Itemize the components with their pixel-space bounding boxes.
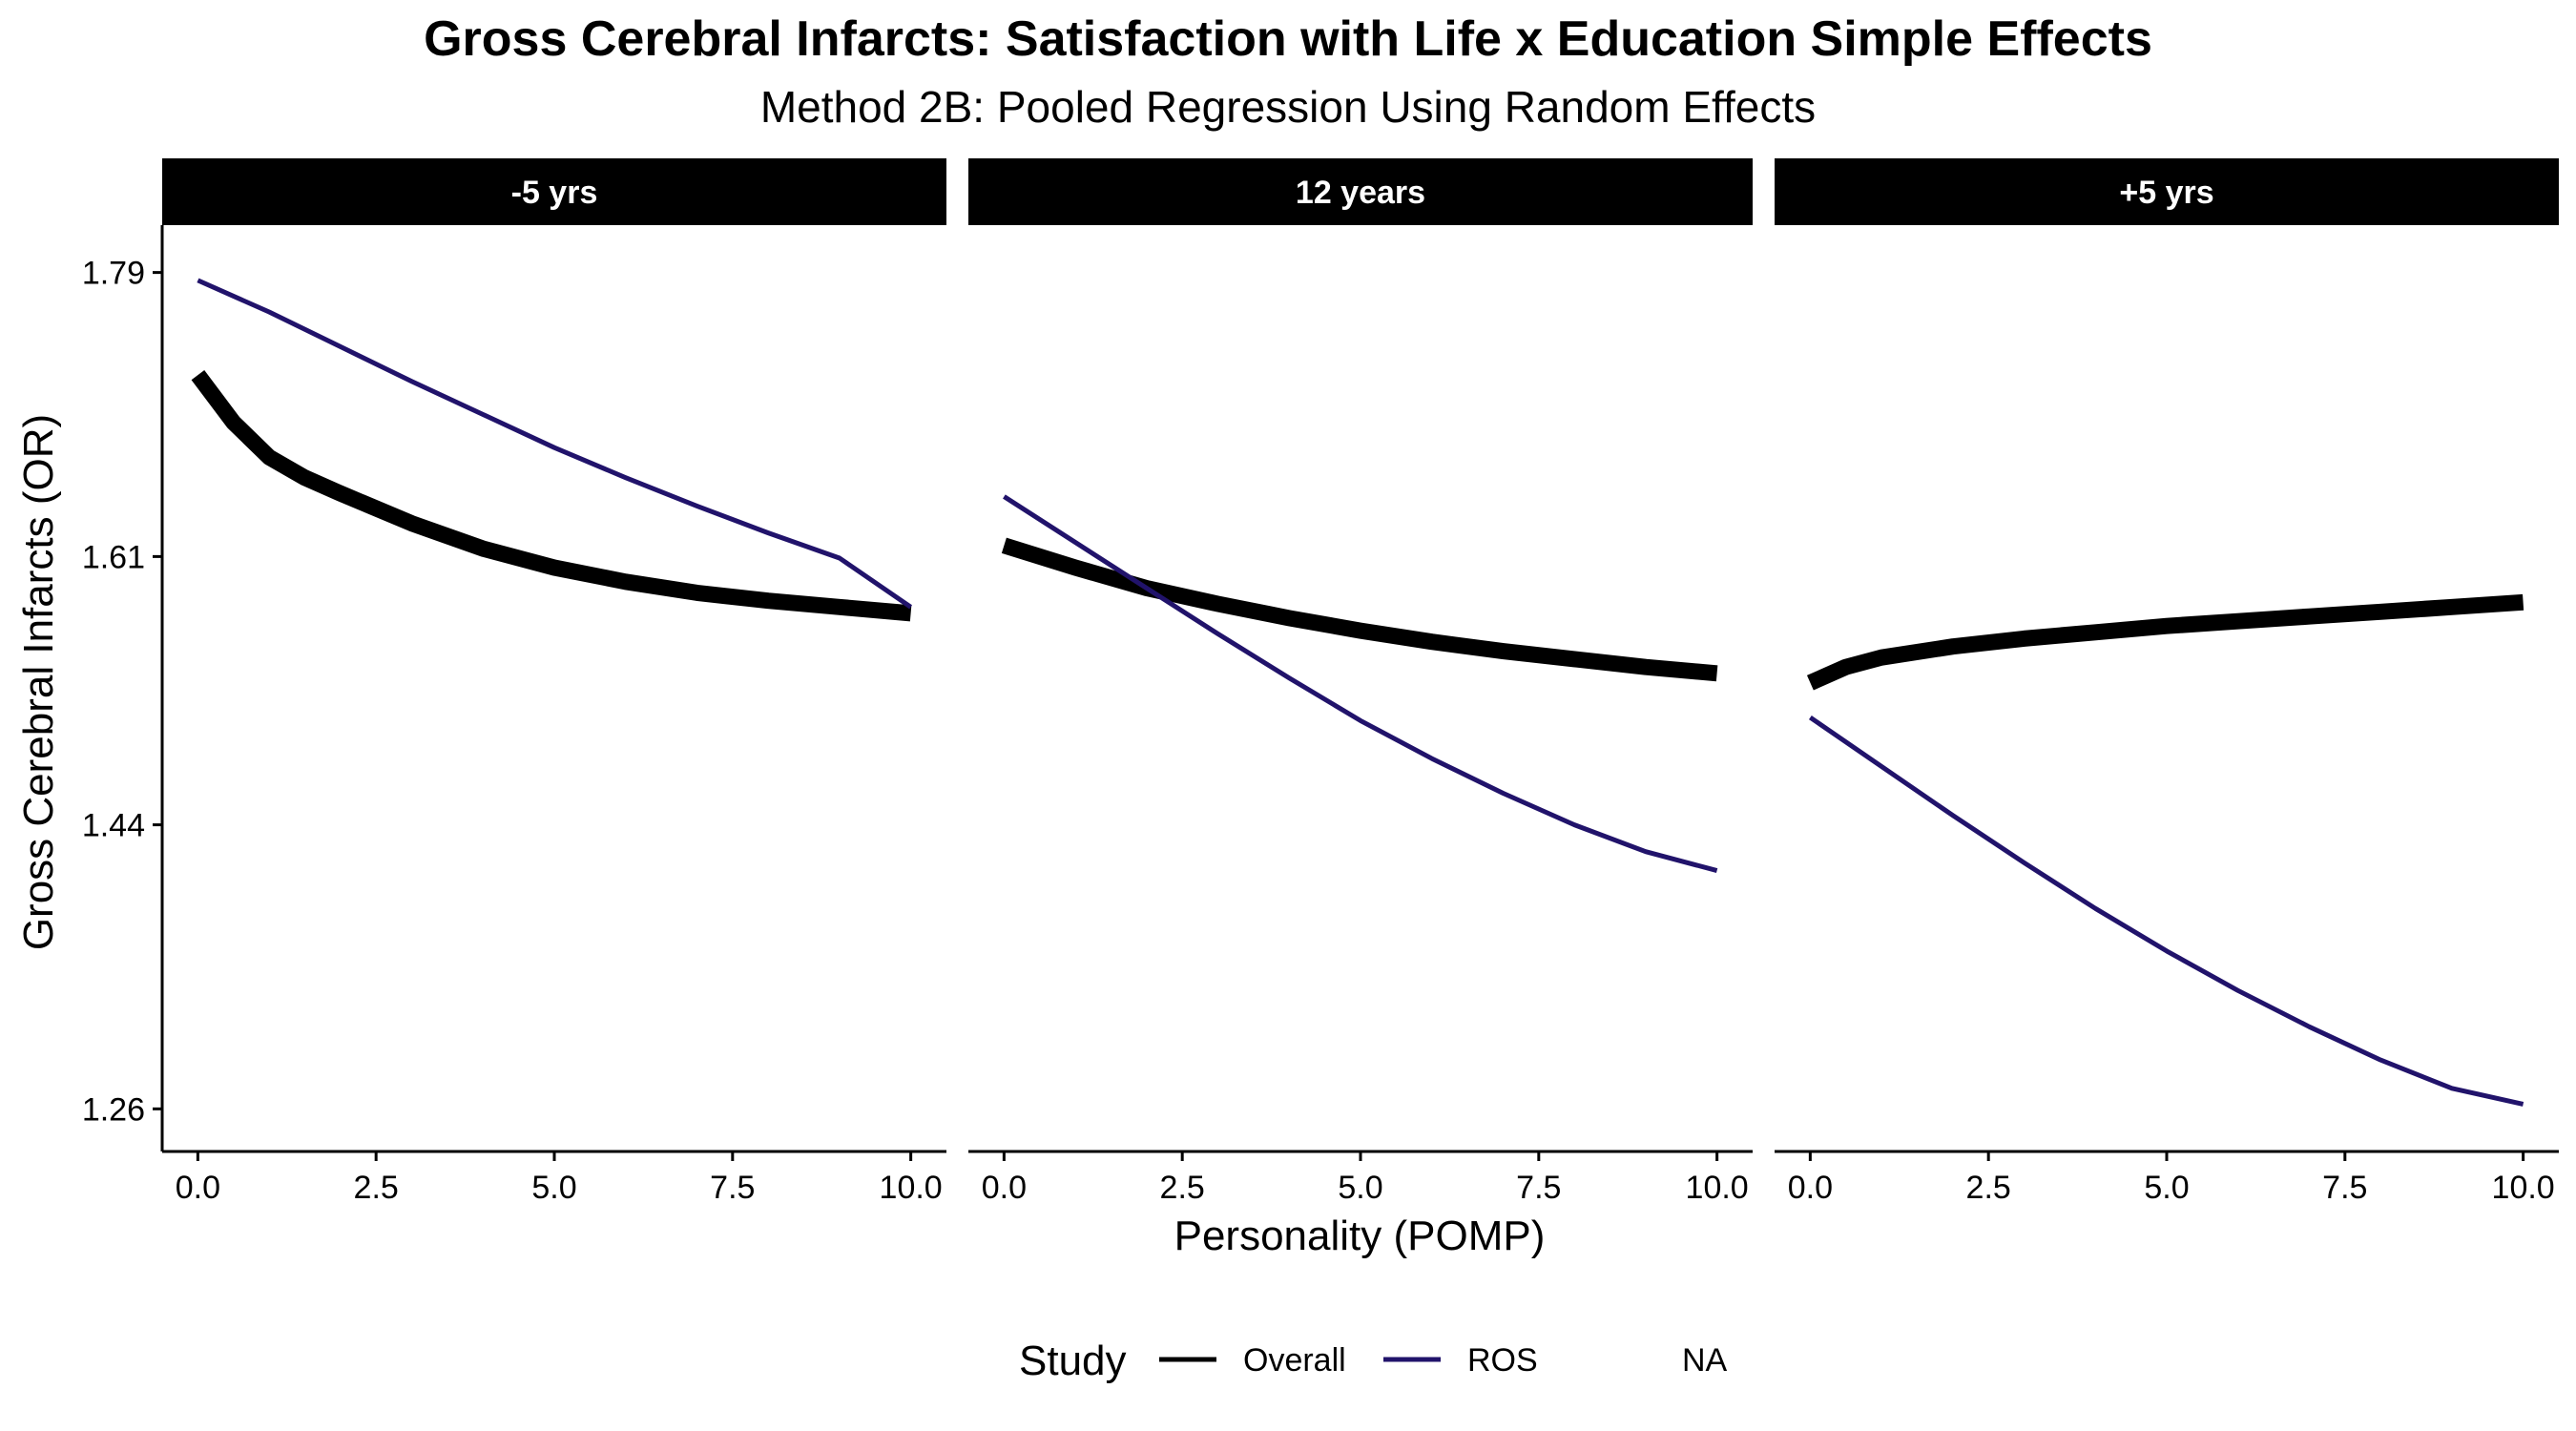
legend-label-overall: Overall [1243,1342,1346,1379]
x-tick-label: 2.5 [1160,1170,1205,1206]
facet-strip-label: +5 yrs [2119,175,2213,211]
x-tick-label: 10.0 [2492,1170,2555,1206]
series-line-overall [1806,593,2524,691]
x-tick-label: 2.5 [1966,1170,2011,1206]
legend: Study Overall ROS NA [1019,1338,1728,1384]
series-line-ros [1003,494,1718,874]
y-tick-label: 1.79 [82,256,145,292]
series-line-overall [191,369,912,622]
facet-strip [162,158,946,225]
chart-title: Gross Cerebral Infarcts: Satisfaction wi… [424,11,2152,67]
series-line-ros [1808,716,2524,1107]
facet-panels: -5 yrs 0.0 2.5 5.0 7.5 10.0 12 years 0.0 2.5 5.0 7… [162,158,2559,1206]
chart-subtitle: Method 2B: Pooled Regression Using Rando… [760,82,1816,132]
series-line-overall [1001,537,1718,682]
panel-2: 12 years 0.0 2.5 5.0 7.5 10.0 [968,158,1753,1206]
x-tick-label: 0.0 [982,1170,1027,1206]
x-tick-label: 10.0 [880,1170,943,1206]
legend-label-ros: ROS [1467,1342,1538,1379]
x-tick-label: 0.0 [1788,1170,1833,1206]
facet-strip-label: -5 yrs [511,175,598,211]
y-tick-label: 1.26 [82,1091,145,1128]
x-tick-label: 0.0 [176,1170,220,1206]
y-tick-label: 1.61 [82,539,145,575]
x-tick-label: 7.5 [2322,1170,2367,1206]
panel-1: -5 yrs 0.0 2.5 5.0 7.5 10.0 [162,158,946,1206]
x-tick-label: 5.0 [1338,1170,1382,1206]
y-axis: 1.26 1.44 1.61 1.79 [82,225,164,1151]
facet-strip-label: 12 years [1296,175,1425,211]
x-tick-label: 10.0 [1686,1170,1749,1206]
y-axis-title: Gross Cerebral Infarcts (OR) [15,414,62,950]
x-tick-label: 5.0 [2144,1170,2189,1206]
legend-label-na: NA [1682,1342,1728,1379]
x-axis-title: Personality (POMP) [1174,1213,1546,1259]
legend-title: Study [1019,1338,1127,1384]
panel-3: +5 yrs 0.0 2.5 5.0 7.5 10.0 [1775,158,2559,1206]
x-tick-label: 7.5 [1516,1170,1561,1206]
facet-strip [968,158,1753,225]
x-tick-label: 7.5 [710,1170,755,1206]
x-tick-label: 5.0 [531,1170,576,1206]
series-line-ros [197,278,913,610]
y-tick-label: 1.44 [82,808,145,844]
facet-strip [1775,158,2559,225]
x-tick-label: 2.5 [354,1170,399,1206]
